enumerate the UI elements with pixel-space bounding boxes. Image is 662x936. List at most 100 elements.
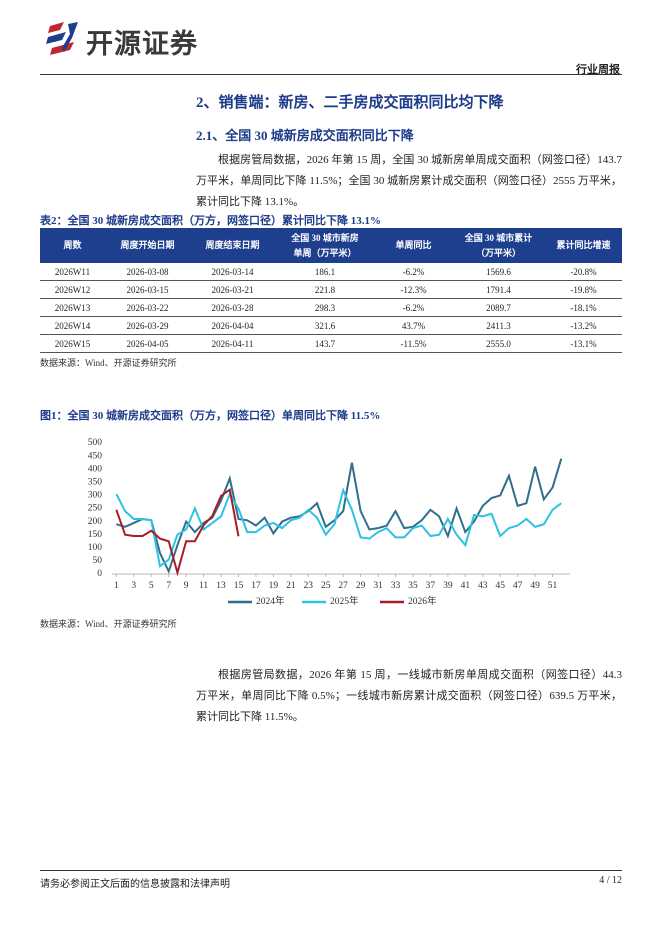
x-tick-label: 49 — [530, 581, 540, 591]
table-cell: 298.3 — [275, 298, 375, 317]
legend-label: 2026年 — [408, 595, 437, 607]
x-tick-label: 47 — [513, 581, 523, 591]
report-type: 行业周报 — [576, 64, 620, 76]
table-cell: 2026-03-15 — [105, 280, 190, 299]
y-tick-label: 500 — [88, 438, 103, 448]
table-cell: -19.8% — [545, 280, 622, 299]
table-header-cell: 周度结束日期 — [190, 228, 275, 263]
table-header-cell: 全国 30 城市累计 （万平米） — [452, 228, 545, 263]
table-row: 2026W14 2026-03-29 2026-04-04 321.6 43.7% 241… — [40, 316, 622, 335]
table-row: 2026W12 2026-03-15 2026-03-21 221.8 -12.3% 17… — [40, 280, 622, 299]
y-tick-label: 200 — [88, 517, 103, 527]
y-tick-label: 150 — [88, 530, 103, 540]
table-cell: 186.1 — [275, 263, 375, 281]
x-tick-label: 9 — [184, 581, 189, 591]
table-cell: -11.5% — [375, 334, 452, 353]
table-cell: 2555.0 — [452, 334, 545, 353]
table-caption: 表2：全国 30 城新房成交面积（万方，网签口径）累计同比下降 13.1% — [40, 215, 381, 227]
chart-title: 图1：全国 30 城新房成交面积（万方，网签口径）单周同比下降 11.5% — [40, 410, 381, 422]
x-tick-label: 51 — [548, 581, 558, 591]
y-tick-label: 350 — [88, 477, 103, 487]
header-line: 单周（万平米） — [293, 247, 357, 258]
x-tick-label: 21 — [286, 581, 296, 591]
table-cell: -20.8% — [545, 263, 622, 281]
x-tick-label: 17 — [251, 581, 261, 591]
x-tick-label: 1 — [114, 581, 119, 591]
chart-source: 数据来源：Wind、开源证券研究所 — [40, 619, 177, 629]
table-header-cell: 单周同比 — [375, 228, 452, 263]
x-tick-label: 33 — [391, 581, 401, 591]
x-tick-label: 35 — [408, 581, 418, 591]
header-rule — [40, 74, 622, 75]
x-tick-label: 41 — [461, 581, 471, 591]
table-body: 2026W11 2026-03-08 2026-03-14 186.1 -6.2% 156… — [40, 263, 622, 353]
paragraph: 根据房管局数据，2026 年第 15 周，一线城市新房单周成交面积（网签口径）4… — [196, 669, 622, 723]
table-cell: 2026-03-22 — [105, 298, 190, 317]
x-tick-label: 11 — [199, 581, 208, 591]
y-tick-label: 100 — [88, 543, 103, 553]
table-header: 周数 周度开始日期 周度结束日期 全国 30 城市新房 单周（万平米） 单周同比 全国 30… — [40, 228, 622, 263]
table-cell: 2089.7 — [452, 298, 545, 317]
table-cell: -13.1% — [545, 334, 622, 353]
y-tick-label: 450 — [88, 451, 103, 461]
header-line: 全国 30 城市累计 — [464, 232, 533, 243]
logo-icon — [46, 22, 78, 55]
x-tick-label: 19 — [269, 581, 279, 591]
y-tick-label: 400 — [88, 464, 103, 474]
header-line: （万平米） — [475, 247, 521, 258]
x-tick-label: 23 — [304, 581, 314, 591]
section-title: 2、销售端：新房、二手房成交面积同比均下降 — [196, 95, 504, 111]
x-tick-label: 31 — [373, 581, 383, 591]
table-cell: 2026-03-08 — [105, 263, 190, 281]
table-cell: -13.2% — [545, 316, 622, 335]
header-line: 全国 30 城市新房 — [291, 232, 359, 243]
table-cell: 2026W12 — [40, 280, 105, 299]
x-tick-label: 27 — [338, 581, 348, 591]
x-tick-label: 5 — [149, 581, 154, 591]
table-header-cell: 全国 30 城市新房 单周（万平米） — [275, 228, 375, 263]
x-tick-label: 37 — [426, 581, 436, 591]
table-header-cell: 累计同比增速 — [545, 228, 622, 263]
x-tick-label: 39 — [443, 581, 453, 591]
table-row: 2026W15 2026-04-05 2026-04-11 143.7 -11.5% 25… — [40, 334, 622, 353]
table-cell: 2026W14 — [40, 316, 105, 335]
table-cell: 221.8 — [275, 280, 375, 299]
table-header-cell: 周度开始日期 — [105, 228, 190, 263]
data-table: 周数 周度开始日期 周度结束日期 全国 30 城市新房 单周（万平米） 单周同比 全国 30… — [40, 228, 622, 353]
table-cell: 2026-03-14 — [190, 263, 275, 281]
x-tick-label: 7 — [166, 581, 171, 591]
section-subtitle: 2.1、全国 30 城新房成交面积同比下降 — [196, 128, 414, 143]
table-cell: 2026W13 — [40, 298, 105, 317]
footer-rule — [40, 870, 622, 871]
paragraph: 根据房管局数据，2026 年第 15 周，全国 30 城新房单周成交面积（网签口… — [196, 154, 622, 208]
y-tick-label: 50 — [93, 556, 103, 566]
x-tick-label: 3 — [131, 581, 136, 591]
legend-label: 2025年 — [330, 595, 359, 607]
table-cell: 2026-04-04 — [190, 316, 275, 335]
table-row: 2026W11 2026-03-08 2026-03-14 186.1 -6.2% 156… — [40, 263, 622, 281]
table-cell: 2026-03-21 — [190, 280, 275, 299]
table-cell: 2026W15 — [40, 334, 105, 353]
table-cell: 1569.6 — [452, 263, 545, 281]
table-cell: -6.2% — [375, 298, 452, 317]
x-tick-label: 13 — [216, 581, 226, 591]
x-tick-label: 15 — [234, 581, 244, 591]
brand: 开源证券 — [86, 29, 198, 60]
table-cell: 2026-03-28 — [190, 298, 275, 317]
table-source: 数据来源：Wind、开源证券研究所 — [40, 358, 177, 368]
table-cell: 2411.3 — [452, 316, 545, 335]
table-cell: 2026W11 — [40, 263, 105, 281]
y-tick-label: 300 — [88, 491, 103, 501]
table-cell: 43.7% — [375, 316, 452, 335]
table-cell: 2026-04-11 — [190, 334, 275, 353]
table-cell: 143.7 — [275, 334, 375, 353]
x-tick-label: 29 — [356, 581, 366, 591]
table-cell: 2026-04-05 — [105, 334, 190, 353]
series-line — [116, 458, 563, 575]
table-cell: 2026-03-29 — [105, 316, 190, 335]
table-cell: 321.6 — [275, 316, 375, 335]
y-tick-label: 250 — [88, 504, 103, 514]
table-cell: 1791.4 — [452, 280, 545, 299]
